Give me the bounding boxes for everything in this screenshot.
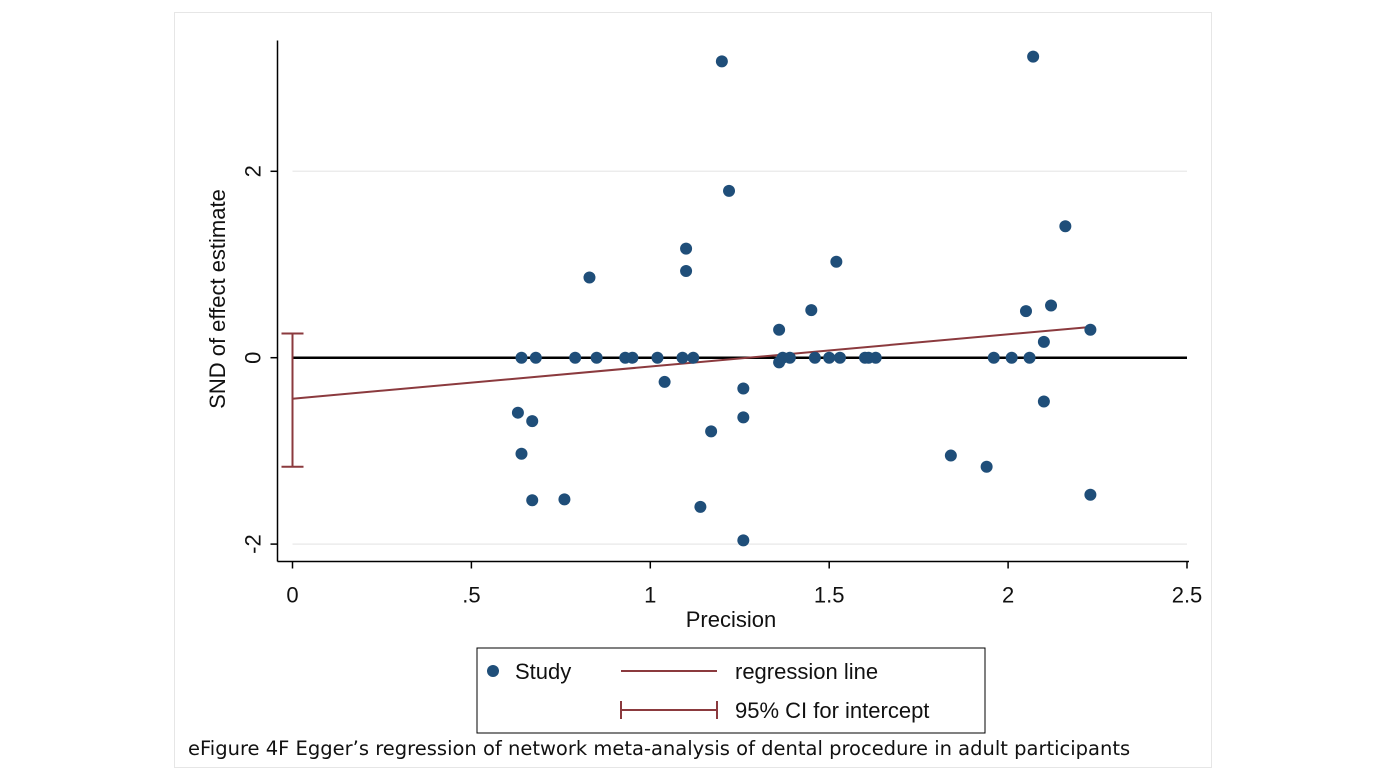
x-tick-label-4: 2 bbox=[1002, 583, 1014, 608]
study-point-40 bbox=[1005, 351, 1018, 364]
study-point-45 bbox=[1037, 335, 1050, 348]
study-point-47 bbox=[1059, 220, 1072, 233]
study-point-3 bbox=[529, 351, 542, 364]
study-point-24 bbox=[737, 534, 750, 547]
study-point-21 bbox=[723, 184, 736, 197]
study-point-31 bbox=[823, 351, 836, 364]
study-point-19 bbox=[705, 425, 718, 438]
figure-caption: eFigure 4F Egger’s regression of network… bbox=[188, 737, 1131, 760]
study-point-49 bbox=[1084, 323, 1097, 336]
study-point-13 bbox=[658, 375, 671, 388]
legend-study-marker bbox=[487, 665, 499, 677]
chart-frame: -2 0 2 0 .5 1 1.5 2 2.5 SND of effect estimate P… bbox=[174, 12, 1212, 768]
study-point-41 bbox=[1019, 305, 1032, 318]
axes: -2 0 2 0 .5 1 1.5 2 2.5 bbox=[241, 40, 1203, 608]
study-point-23 bbox=[737, 382, 750, 395]
x-tick-label-5: 2.5 bbox=[1172, 583, 1203, 608]
study-point-46 bbox=[1045, 299, 1058, 312]
study-point-17 bbox=[687, 351, 700, 364]
study-point-32 bbox=[830, 255, 843, 268]
study-point-9 bbox=[590, 351, 603, 364]
x-axis-title: Precision bbox=[686, 607, 776, 632]
study-point-18 bbox=[694, 500, 707, 513]
study-point-12 bbox=[651, 351, 664, 364]
study-point-42 bbox=[1023, 351, 1036, 364]
study-point-39 bbox=[987, 351, 1000, 364]
y-axis-title: SND of effect estimate bbox=[205, 189, 230, 409]
study-point-15 bbox=[680, 265, 693, 278]
study-point-7 bbox=[569, 351, 582, 364]
study-point-29 bbox=[805, 304, 818, 317]
x-tick-label-0: 0 bbox=[286, 583, 298, 608]
study-point-36 bbox=[869, 351, 882, 364]
study-point-14 bbox=[680, 242, 693, 255]
study-point-44 bbox=[1037, 395, 1050, 408]
study-point-37 bbox=[944, 449, 957, 462]
y-tick-label-1: 0 bbox=[241, 352, 266, 364]
study-point-38 bbox=[980, 460, 993, 473]
study-point-8 bbox=[583, 271, 596, 284]
study-point-20 bbox=[715, 55, 728, 68]
study-point-6 bbox=[558, 493, 571, 506]
study-point-16 bbox=[676, 351, 689, 364]
legend-study-label: Study bbox=[515, 659, 571, 684]
study-point-33 bbox=[833, 351, 846, 364]
legend: Study regression line 95% CI for interce… bbox=[476, 647, 986, 734]
chart-marks bbox=[281, 50, 1187, 547]
egger-regression-chart: -2 0 2 0 .5 1 1.5 2 2.5 SND of effect estimate P… bbox=[205, 40, 1203, 734]
study-point-1 bbox=[515, 447, 528, 460]
legend-ci-label: 95% CI for intercept bbox=[735, 698, 929, 723]
study-point-43 bbox=[1027, 50, 1040, 63]
study-point-22 bbox=[737, 411, 750, 424]
axis-labels: SND of effect estimate Precision bbox=[205, 189, 776, 632]
x-tick-label-3: 1.5 bbox=[814, 583, 845, 608]
legend-box bbox=[476, 647, 986, 734]
study-point-2 bbox=[515, 351, 528, 364]
study-point-48 bbox=[1084, 488, 1097, 501]
study-point-4 bbox=[526, 415, 539, 428]
y-tick-label-2: 2 bbox=[241, 165, 266, 177]
legend-regression-label: regression line bbox=[735, 659, 878, 684]
study-point-5 bbox=[526, 494, 539, 507]
x-tick-label-1: .5 bbox=[462, 583, 480, 608]
y-tick-label-0: -2 bbox=[241, 534, 266, 554]
x-tick-label-2: 1 bbox=[644, 583, 656, 608]
study-point-25 bbox=[773, 323, 786, 336]
study-point-11 bbox=[626, 351, 639, 364]
study-point-0 bbox=[511, 406, 524, 419]
study-point-28 bbox=[783, 351, 796, 364]
study-point-30 bbox=[808, 351, 821, 364]
